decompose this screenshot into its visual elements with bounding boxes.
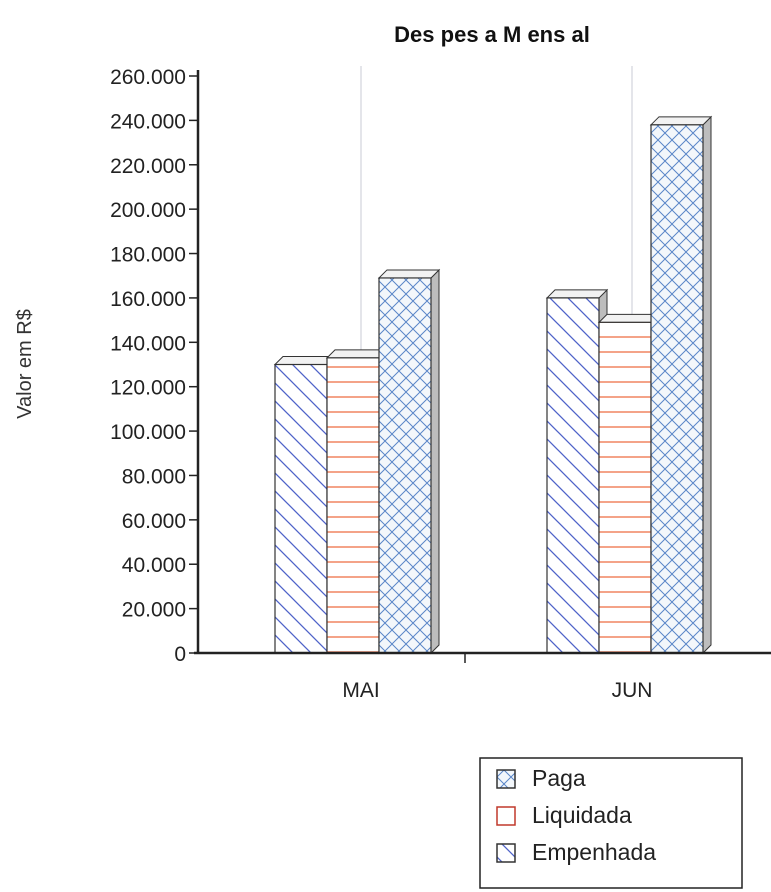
y-tick-label: 220.000 bbox=[110, 155, 186, 178]
x-axis: MAI JUN bbox=[194, 651, 771, 702]
bar-top-liquidada-mai bbox=[325, 349, 389, 359]
y-tick-label: 180.000 bbox=[110, 244, 186, 267]
legend-swatch-liquidada bbox=[496, 806, 516, 826]
y-axis-title: Valor em R$ bbox=[14, 309, 36, 419]
legend-box bbox=[479, 757, 743, 889]
chart-title: Des pes a M ens al bbox=[394, 22, 590, 47]
y-tick-label: 260.000 bbox=[110, 66, 186, 89]
y-tick-label: 200.000 bbox=[110, 199, 186, 222]
bars bbox=[273, 115, 713, 655]
bar-side-empenhada-mai bbox=[430, 268, 440, 655]
legend: Paga Liquidada Empenhada bbox=[479, 757, 743, 889]
legend-label-liquidada: Liquidada bbox=[532, 802, 632, 828]
y-tick-label: 160.000 bbox=[110, 288, 186, 311]
bar-empenhada-mai bbox=[378, 277, 432, 654]
y-tick-label: 100.000 bbox=[110, 421, 186, 444]
legend-label-paga: Paga bbox=[532, 765, 586, 791]
bar-top-paga-mai bbox=[273, 356, 337, 365]
legend-label-empenhada: Empenhada bbox=[532, 839, 656, 865]
x-tick-label-jun: JUN bbox=[612, 679, 653, 702]
y-tick-label: 40.000 bbox=[122, 554, 186, 577]
y-axis: 0 20.000 40.000 60.000 80.000 100.000 120.000 1… bbox=[110, 66, 200, 666]
y-tick-label: 60.000 bbox=[122, 510, 186, 533]
y-tick-label: 0 bbox=[174, 643, 186, 666]
y-tick-label: 20.000 bbox=[122, 599, 186, 622]
x-tick-label-mai: MAI bbox=[342, 679, 379, 702]
y-tick-label: 120.000 bbox=[110, 377, 186, 400]
bar-liquidada-mai bbox=[326, 357, 380, 654]
bar-empenhada-jun bbox=[650, 124, 704, 654]
y-tick-label: 240.000 bbox=[110, 110, 186, 133]
legend-swatch-paga bbox=[496, 769, 516, 789]
bar-paga-mai bbox=[274, 363, 328, 654]
bar-top-paga-jun bbox=[545, 289, 609, 299]
bar-top-empenhada-jun bbox=[649, 116, 713, 126]
bar-side-empenhada-jun bbox=[702, 115, 712, 655]
y-tick-label: 140.000 bbox=[110, 332, 186, 355]
y-tick-label: 80.000 bbox=[122, 465, 186, 488]
bar-top-liquidada-jun bbox=[597, 313, 661, 323]
legend-swatch-empenhada bbox=[496, 843, 516, 863]
bar-top-empenhada-mai bbox=[377, 269, 441, 279]
bar-liquidada-jun bbox=[598, 321, 652, 654]
bar-paga-jun bbox=[546, 297, 600, 654]
